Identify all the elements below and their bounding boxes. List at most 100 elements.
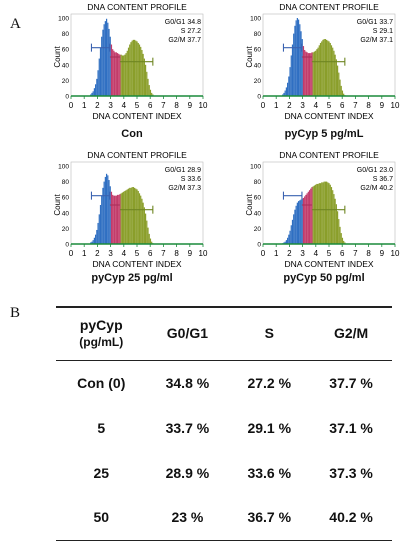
histogram-bar xyxy=(291,219,294,244)
histogram-bar xyxy=(127,47,130,96)
histogram-bar xyxy=(141,198,143,244)
y-tick-label: 0 xyxy=(257,242,261,249)
cell-g2m: 37.1 % xyxy=(329,419,373,436)
x-tick-label: 9 xyxy=(188,249,193,258)
table-row: Con (0) 34.8 % 27.2 % 37.7 % xyxy=(56,360,392,405)
phase-stat: G2/M 40.2 xyxy=(360,185,393,192)
x-axis-label: DNA CONTENT INDEX xyxy=(92,259,181,269)
table-header-row: pyCyp (pg/mL) G0/G1 S G2/M xyxy=(56,306,392,360)
histogram-bar xyxy=(113,195,115,244)
caption-pycyp-50: pyCyp 50 pg/ml xyxy=(283,272,365,284)
cell-g0g1: 34.8 % xyxy=(165,374,210,391)
histogram-bar xyxy=(142,53,144,96)
x-tick-label: 8 xyxy=(366,249,371,258)
cell-dose: 25 xyxy=(93,464,110,481)
histogram-bar xyxy=(140,195,142,244)
histogram-bar xyxy=(335,59,337,96)
y-tick-label: 20 xyxy=(254,226,262,233)
histogram-bar xyxy=(299,200,301,244)
histogram-bar xyxy=(129,187,131,244)
histogram-bar xyxy=(324,181,327,244)
cell-g2m: 40.2 % xyxy=(329,509,373,526)
histogram-bar xyxy=(336,65,339,96)
histogram-bar xyxy=(120,193,122,244)
histogram-bar xyxy=(132,187,135,244)
histogram-con: DNA CONTENT PROFILE Count 0 20 40 60 80 100 0 1 2 3… xyxy=(53,0,208,128)
x-tick-label: 1 xyxy=(274,101,279,110)
histogram-bar xyxy=(146,71,148,96)
histogram-bar xyxy=(284,241,286,244)
histogram-bar xyxy=(324,39,327,96)
histogram-bar xyxy=(319,42,322,96)
x-tick-label: 9 xyxy=(188,101,193,110)
plot-title: DNA CONTENT PROFILE xyxy=(87,2,187,12)
x-tick-label: 9 xyxy=(380,101,385,110)
x-tick-label: 3 xyxy=(300,101,305,110)
x-tick-label: 2 xyxy=(287,101,292,110)
histogram-bar xyxy=(99,205,102,244)
histogram-bar xyxy=(121,55,124,96)
y-axis-label: Count xyxy=(53,194,62,216)
x-tick-label: 6 xyxy=(148,249,153,258)
x-tick-label: 10 xyxy=(391,249,400,258)
y-tick-label: 80 xyxy=(254,179,262,186)
header-g2m: G2/M xyxy=(333,324,369,341)
histogram-bar xyxy=(102,187,104,244)
histogram-bar xyxy=(149,238,152,244)
histogram-bar xyxy=(113,50,115,96)
histogram-bar xyxy=(311,52,313,96)
histogram-bar xyxy=(124,190,126,244)
caption-pycyp-5: pyCyp 5 pg/mL xyxy=(284,128,364,140)
y-tick-label: 80 xyxy=(254,31,262,38)
cell-g0g1: 28.9 % xyxy=(165,464,210,481)
table-row: 50 23 % 36.7 % 40.2 % xyxy=(56,495,392,540)
histogram-bar xyxy=(135,188,137,244)
x-tick-label: 10 xyxy=(199,101,208,110)
histogram-bar xyxy=(115,195,117,244)
histogram-bar xyxy=(104,21,106,96)
histogram-bar xyxy=(105,18,108,97)
histogram-bar xyxy=(316,183,318,244)
histogram-bar xyxy=(149,89,152,96)
x-tick-label: 8 xyxy=(174,101,179,110)
x-tick-label: 0 xyxy=(261,249,266,258)
histogram-bar xyxy=(289,67,291,96)
cell-g2m: 37.3 % xyxy=(329,464,373,481)
phase-stat: G2/M 37.7 xyxy=(168,37,201,44)
histogram-bar xyxy=(135,40,137,96)
histogram-bar xyxy=(326,181,328,244)
histogram-bar xyxy=(288,76,290,96)
histogram-bar xyxy=(126,50,128,96)
histogram-bar xyxy=(289,230,291,244)
x-tick-label: 3 xyxy=(108,101,113,110)
table-row: 5 33.7 % 29.1 % 37.1 % xyxy=(56,405,392,450)
histogram-bar xyxy=(302,197,305,244)
histogram-bar xyxy=(99,47,102,96)
histogram-bar xyxy=(144,213,147,244)
histogram-bar xyxy=(147,227,149,244)
header-dose: pyCyp (pg/mL) xyxy=(56,306,147,360)
phase-stat: G2/M 37.1 xyxy=(360,37,393,44)
histogram-bar xyxy=(316,49,318,96)
histogram-bar xyxy=(322,39,324,96)
histogram-bar xyxy=(98,214,100,244)
x-tick-label: 10 xyxy=(391,101,400,110)
histogram-bar xyxy=(121,192,124,244)
histogram-bar xyxy=(114,52,116,96)
x-tick-label: 2 xyxy=(95,249,100,258)
histogram-bar xyxy=(126,189,128,244)
cell-cycle-table: pyCyp (pg/mL) G0/G1 S G2/M Con (0) 34.8 … xyxy=(56,306,392,541)
y-tick-label: 100 xyxy=(58,16,69,23)
histogram-bar xyxy=(304,196,306,244)
x-tick-label: 2 xyxy=(287,249,292,258)
histogram-bar xyxy=(339,226,341,244)
histogram-bar xyxy=(341,90,344,96)
plot-title: DNA CONTENT PROFILE xyxy=(279,2,379,12)
cell-g0g1: 33.7 % xyxy=(165,419,210,436)
histogram-bar xyxy=(93,88,96,96)
histogram-bar xyxy=(114,195,116,244)
cell-s: 33.6 % xyxy=(247,464,292,481)
histogram-bar xyxy=(123,55,125,96)
x-tick-label: 6 xyxy=(148,101,153,110)
